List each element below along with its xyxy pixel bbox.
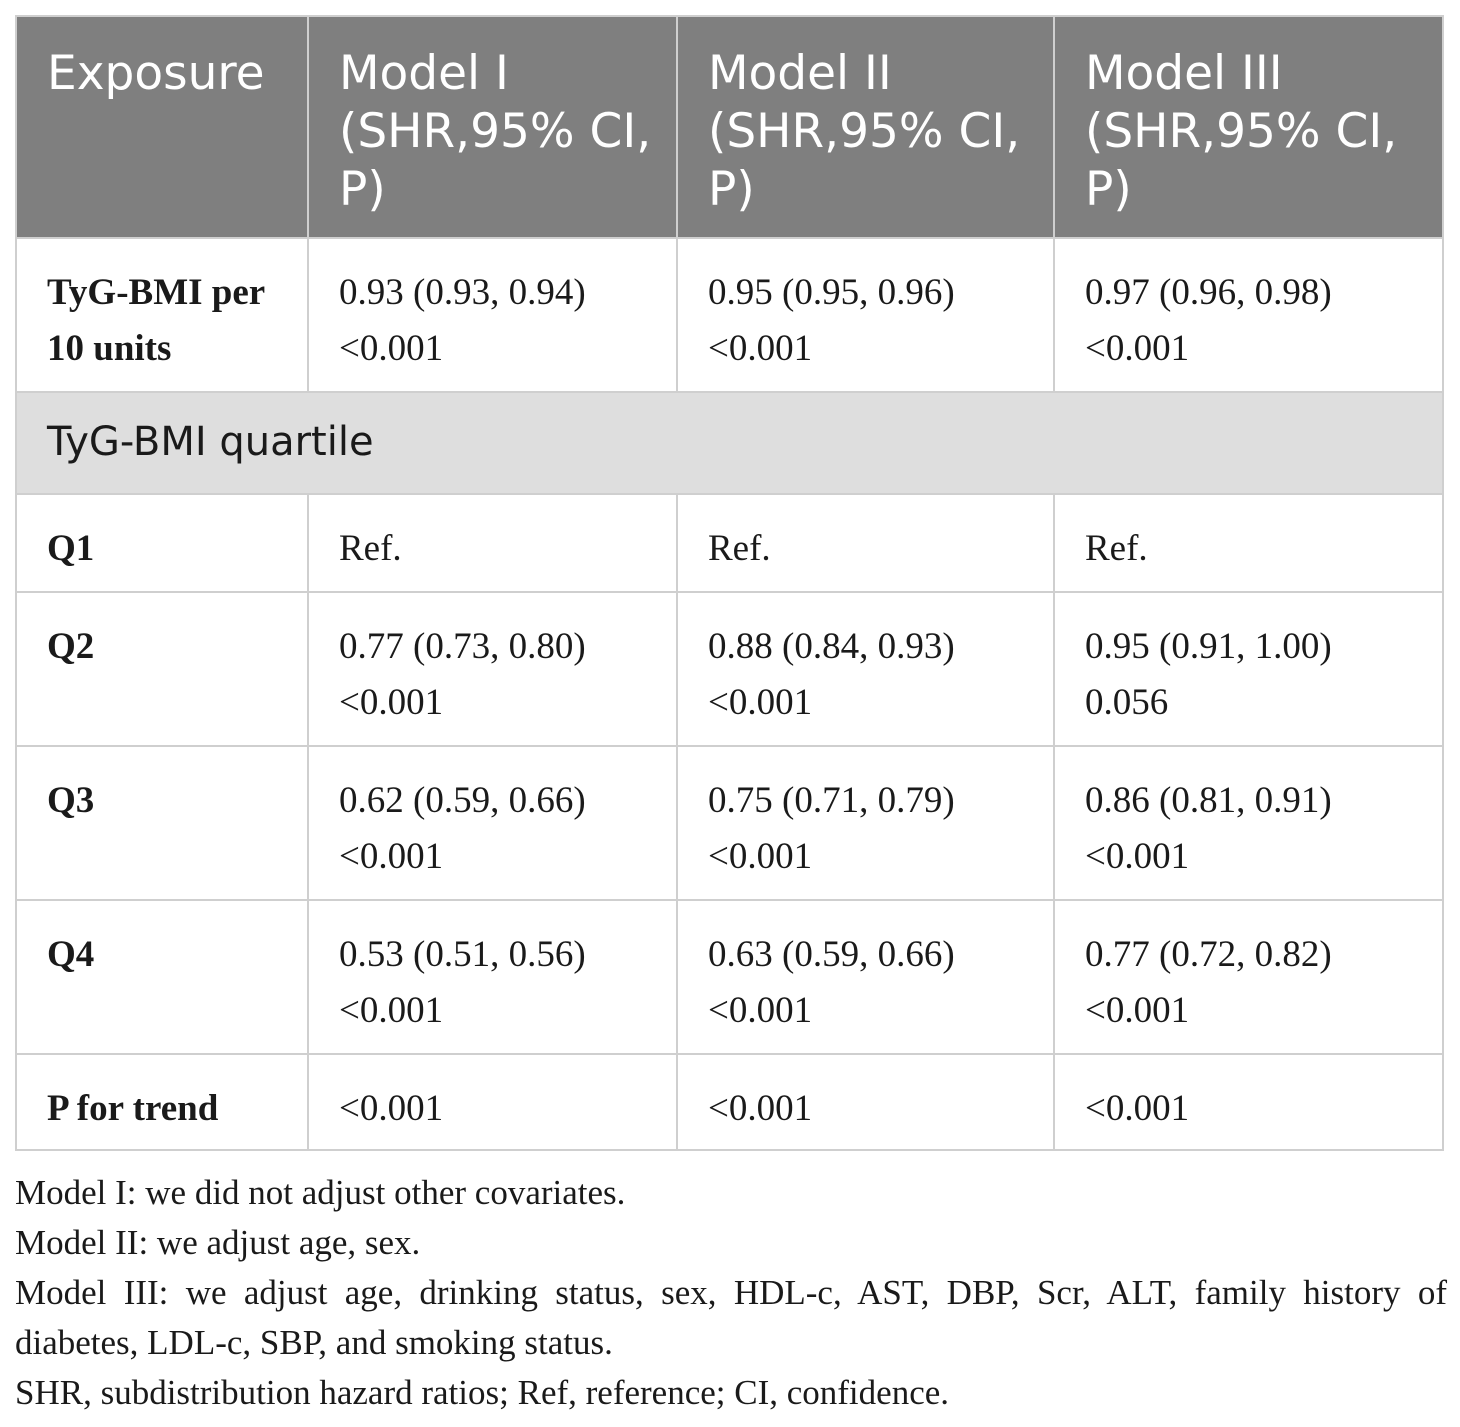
cell-model-1: 0.62 (0.59, 0.66) <0.001 [307, 745, 678, 901]
row-label: TyG-BMI per 10 units [15, 237, 309, 393]
row-label: Q1 [15, 493, 309, 593]
footnote: Model II: we adjust age, sex. [15, 1223, 421, 1262]
cell-model-1: 0.77 (0.73, 0.80) <0.001 [307, 591, 678, 747]
cell-model-3: 0.97 (0.96, 0.98) <0.001 [1053, 237, 1444, 393]
footnote: Model I: we did not adjust other covaria… [15, 1173, 626, 1212]
table-row: Q4 0.53 (0.51, 0.56) <0.001 0.63 (0.59, … [15, 899, 1444, 1055]
header-model-3: Model III (SHR,95% CI, P) [1053, 15, 1444, 239]
cell-model-2: 0.75 (0.71, 0.79) <0.001 [676, 745, 1055, 901]
table-row: TyG-BMI per 10 units 0.93 (0.93, 0.94) <… [15, 237, 1444, 393]
table-row: P for trend <0.001 <0.001 <0.001 [15, 1053, 1444, 1151]
table-footnotes: Model I: we did not adjust other covaria… [15, 1168, 1447, 1418]
cell-model-2: <0.001 [676, 1053, 1055, 1151]
cell-model-2: 0.88 (0.84, 0.93) <0.001 [676, 591, 1055, 747]
table-header-row: Exposure Model I (SHR,95% CI, P) Model I… [15, 15, 1444, 239]
row-label: Q3 [15, 745, 309, 901]
header-model-2: Model II (SHR,95% CI, P) [676, 15, 1055, 239]
footnote: SHR, subdistribution hazard ratios; Ref,… [15, 1373, 950, 1412]
cell-model-3: 0.86 (0.81, 0.91) <0.001 [1053, 745, 1444, 901]
section-row: TyG-BMI quartile [15, 391, 1444, 495]
row-label: Q4 [15, 899, 309, 1055]
table-row: Q2 0.77 (0.73, 0.80) <0.001 0.88 (0.84, … [15, 591, 1444, 747]
cell-model-1: <0.001 [307, 1053, 678, 1151]
table-row: Q1 Ref. Ref. Ref. [15, 493, 1444, 593]
header-model-1: Model I (SHR,95% CI, P) [307, 15, 678, 239]
row-label: P for trend [15, 1053, 309, 1151]
cell-model-3: Ref. [1053, 493, 1444, 593]
cell-model-1: 0.53 (0.51, 0.56) <0.001 [307, 899, 678, 1055]
cell-model-2: 0.95 (0.95, 0.96) <0.001 [676, 237, 1055, 393]
table-row: Q3 0.62 (0.59, 0.66) <0.001 0.75 (0.71, … [15, 745, 1444, 901]
cell-model-3: 0.95 (0.91, 1.00) 0.056 [1053, 591, 1444, 747]
results-table: Exposure Model I (SHR,95% CI, P) Model I… [15, 15, 1444, 1151]
header-exposure: Exposure [15, 15, 309, 239]
cell-model-3: 0.77 (0.72, 0.82) <0.001 [1053, 899, 1444, 1055]
cell-model-3: <0.001 [1053, 1053, 1444, 1151]
cell-model-2: 0.63 (0.59, 0.66) <0.001 [676, 899, 1055, 1055]
results-table-container: Exposure Model I (SHR,95% CI, P) Model I… [15, 15, 1444, 1151]
row-label: Q2 [15, 591, 309, 747]
cell-model-1: Ref. [307, 493, 678, 593]
cell-model-2: Ref. [676, 493, 1055, 593]
footnote: Model III: we adjust age, drinking statu… [15, 1273, 1447, 1362]
section-label: TyG-BMI quartile [15, 391, 1444, 495]
cell-model-1: 0.93 (0.93, 0.94) <0.001 [307, 237, 678, 393]
